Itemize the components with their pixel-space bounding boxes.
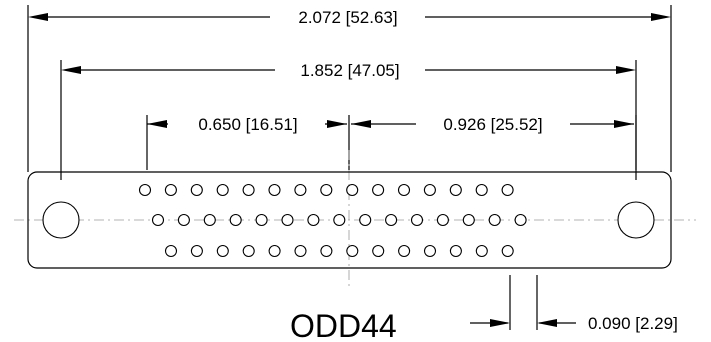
left-mounting-hole [42, 201, 80, 239]
middle-row-pin [410, 213, 424, 227]
top-row-pin [501, 183, 514, 197]
overall-dimension-label: 2.072 [52.63] [298, 8, 397, 27]
bottom-row-pin [320, 244, 333, 258]
top-row-pin [372, 183, 385, 197]
pitch-dimension: 0.090 [2.29] [470, 275, 678, 333]
middle-row-pin [488, 213, 501, 227]
top-row-pin [423, 183, 436, 197]
bottom-row-pin [164, 244, 178, 258]
middle-row-pin [151, 213, 165, 227]
bottom-row-pin [372, 244, 385, 258]
top-row-pin [216, 183, 229, 197]
bottom-row-pin [268, 244, 281, 258]
left-span-label: 0.650 [16.51] [198, 115, 297, 134]
bottom-row-pin [242, 244, 255, 258]
middle-row-pin [281, 213, 294, 227]
middle-row-pin [333, 213, 346, 227]
top-row-pin [268, 183, 281, 197]
pin-field [138, 183, 527, 258]
middle-row-pin [514, 213, 527, 227]
top-row-pin [320, 183, 333, 197]
top-row-pin [475, 183, 488, 197]
middle-row-pin [255, 213, 268, 227]
top-row-pin [346, 183, 359, 197]
top-row-pin [397, 183, 411, 197]
pitch-dimension-label: 0.090 [2.29] [588, 314, 678, 333]
top-row-pin [138, 183, 152, 197]
mounting-dimension: 1.852 [47.05] [60, 60, 637, 180]
middle-row-pin [177, 213, 190, 227]
right-span-label: 0.926 [25.52] [443, 115, 542, 134]
middle-row-pin [462, 213, 475, 227]
overall-dimension: 2.072 [52.63] [27, 5, 672, 172]
middle-row-pin [436, 213, 449, 227]
bottom-row-pin [294, 244, 307, 258]
center-lines [14, 150, 696, 290]
bottom-row-pin [475, 244, 488, 258]
connector-shell [27, 171, 672, 269]
bottom-row-pin [423, 244, 437, 258]
bottom-row-pin [449, 244, 462, 258]
top-row-pin [190, 183, 203, 197]
middle-row-pin [229, 213, 242, 227]
part-title: ODD44 [290, 308, 397, 342]
middle-row-pin [359, 213, 372, 227]
top-row-pin [449, 183, 462, 197]
middle-row-pin [307, 213, 320, 227]
right-mounting-hole [617, 201, 655, 239]
top-row-pin [164, 183, 177, 197]
middle-row-pin [385, 213, 398, 227]
top-row-pin [242, 183, 255, 197]
middle-row-pin [203, 213, 216, 227]
bottom-row-pin [346, 244, 359, 258]
bottom-row-pin [398, 244, 411, 258]
pin-span-dimensions: 0.650 [16.51] 0.926 [25.52] [146, 115, 637, 170]
bottom-row-pin [501, 244, 514, 258]
bottom-row-pin [216, 244, 229, 258]
bottom-row-pin [190, 244, 203, 258]
top-row-pin [294, 183, 307, 197]
mounting-dimension-label: 1.852 [47.05] [300, 61, 399, 80]
